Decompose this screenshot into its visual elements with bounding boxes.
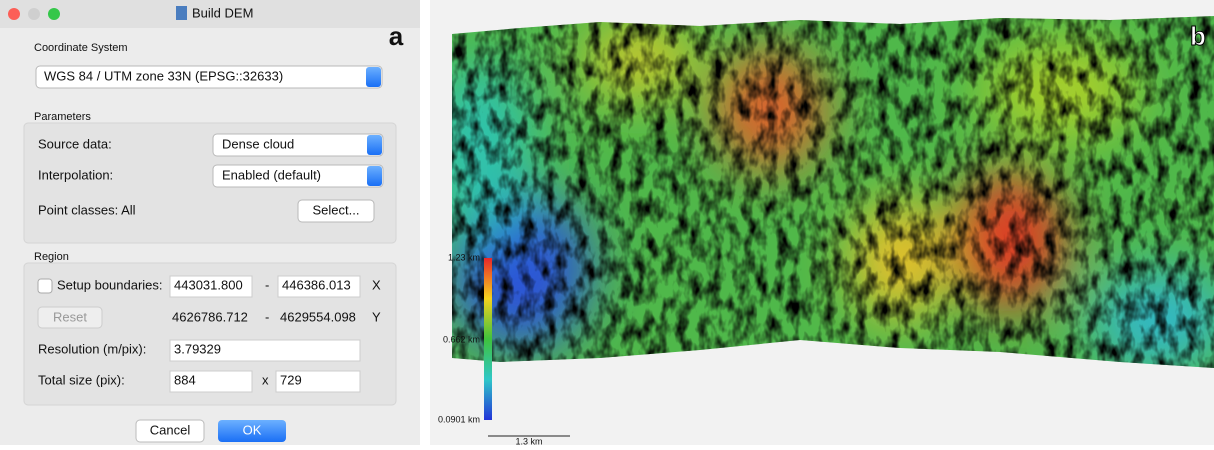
close-btn[interactable] xyxy=(8,8,20,20)
input-value: 443031.800 xyxy=(174,277,243,292)
select-arrow xyxy=(367,135,382,155)
input-value: 4629554.098 xyxy=(280,309,356,324)
field-label: Resolution (m/pix): xyxy=(38,341,146,356)
field-label: Source data: xyxy=(38,136,112,151)
page: {"panel_a": {"label": "a", "window_title… xyxy=(0,0,1214,445)
dem-map xyxy=(430,10,1214,370)
crs-value: WGS 84 / UTM zone 33N (EPSG::32633) xyxy=(44,68,283,83)
select-value: Enabled (default) xyxy=(222,167,321,182)
dash: - xyxy=(265,309,269,324)
section-heading: Parameters xyxy=(34,111,91,123)
button-text: Select... xyxy=(313,202,360,217)
section-heading: Coordinate System xyxy=(34,42,128,54)
panel-label: a xyxy=(389,21,404,51)
zoom-btn[interactable] xyxy=(48,8,60,20)
contour-texture xyxy=(440,10,1214,370)
input-value: 729 xyxy=(280,372,302,387)
dash: - xyxy=(265,277,269,292)
times: x xyxy=(262,372,269,387)
field-label: Point classes: All xyxy=(38,202,136,217)
button-text: Reset xyxy=(53,309,87,324)
input-value: 3.79329 xyxy=(174,341,221,356)
body: Build DEM a Coordinate System WGS 84 / U… xyxy=(0,0,1214,445)
minimize-btn[interactable] xyxy=(28,8,40,20)
checkbox[interactable] xyxy=(38,279,52,293)
input-value: 884 xyxy=(174,372,196,387)
window-title: Build DEM xyxy=(192,5,253,20)
colorbar-label: 1.23 km xyxy=(448,252,480,262)
section-heading: Region xyxy=(34,251,69,263)
colorbar-label: 0.662 km xyxy=(443,334,480,344)
colorbar xyxy=(484,258,492,420)
colorbar-label: 0.0901 km xyxy=(438,414,480,424)
select-arrow xyxy=(366,67,381,87)
button-text: Cancel xyxy=(150,422,191,437)
axis-label: X xyxy=(372,277,381,292)
input-value: 4626786.712 xyxy=(172,309,248,324)
field-label: Total size (pix): xyxy=(38,372,125,387)
input-value: 446386.013 xyxy=(282,277,351,292)
scale-bar-label: 1.3 km xyxy=(515,436,542,445)
button-text: OK xyxy=(243,422,262,437)
select-value: Dense cloud xyxy=(222,136,294,151)
field-label: Setup boundaries: xyxy=(57,277,163,292)
window-icon xyxy=(176,6,187,20)
select-arrow xyxy=(367,166,382,186)
field-label: Interpolation: xyxy=(38,167,113,182)
axis-label: Y xyxy=(372,309,381,324)
panel-label: b xyxy=(1190,21,1206,51)
figure: Build DEM a Coordinate System WGS 84 / U… xyxy=(0,0,1214,445)
